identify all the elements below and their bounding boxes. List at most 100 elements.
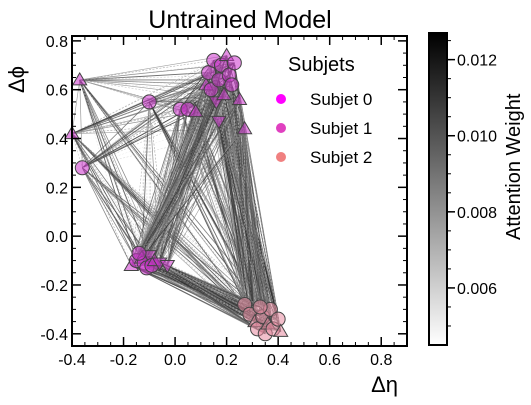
attention-edge [72,133,140,254]
attention-edge [82,167,140,254]
attention-edge [244,128,281,332]
attention-edge [244,128,269,325]
attention-edge [159,84,233,264]
subjet-0-point [211,115,227,130]
attention-edge [149,60,214,103]
y-tick-label: 0.8 [46,34,68,51]
attention-edge [141,121,220,259]
attention-edge [244,128,266,334]
attention-edge [82,89,212,169]
attention-edge [138,109,189,254]
attention-edge [131,265,266,335]
x-axis-label: Δη [371,372,398,397]
y-tick-label: 0.0 [46,229,68,246]
attention-edge [244,128,256,322]
subjet-0-point [236,120,253,135]
attention-edge [143,128,245,264]
attention-edge [79,64,222,81]
colorbar-tick-label: 0.008 [457,205,497,222]
subjet-0-point [226,55,242,71]
attention-edge [141,101,150,259]
attention-edge [79,55,227,81]
attention-edge [141,128,246,259]
data-points [64,47,289,342]
attention-edge [244,128,274,329]
attention-edge [151,265,266,335]
attention-edge [79,79,83,168]
attention-edge [138,128,245,254]
legend-label-subjet-1: Subjet 1 [310,119,372,138]
attention-edge [218,121,269,325]
y-tick-label: 0.2 [46,180,68,197]
attention-edge [72,133,132,266]
attention-edge [138,62,235,254]
attention-edge [244,128,251,315]
legend-marker-subjet-2 [276,152,286,162]
attention-edge [149,101,155,261]
chart-title: Untrained Model [148,6,331,34]
attention-edge [79,79,245,129]
attention-edge [138,109,181,254]
attention-edge [154,121,220,261]
colorbar-label: Attention Weight [503,93,525,240]
y-axis-label: Δϕ [4,66,29,93]
attention-edge [218,62,235,122]
colorbar: 0.006 0.008 0.010 0.012 Attention Weight [428,32,525,346]
attention-edge [130,109,181,266]
y-tick-label: -0.2 [40,278,68,295]
legend-label-subjet-2: Subjet 2 [310,148,372,167]
y-tick-label: -0.4 [40,327,68,344]
attention-edge [136,121,220,261]
x-tick-label: -0.4 [58,352,86,369]
attention-edge [195,111,258,329]
subjet-0-point [71,71,88,86]
attention-edge [72,133,150,256]
attention-edge [82,99,240,169]
attention-edge [167,265,266,335]
attention-edge [79,60,214,81]
colorbar-tick-label: 0.010 [457,129,497,146]
y-tick-label: 0.4 [46,132,68,149]
attention-edge [223,94,256,322]
attention-edge [131,60,214,266]
attention-edge [79,72,209,81]
x-tick-label: -0.2 [110,352,138,369]
x-axis-ticks: -0.4 -0.2 0.0 0.2 0.4 0.6 0.8 [58,36,408,369]
attention-edge [138,101,150,254]
colorbar-ticks: 0.006 0.008 0.010 0.012 [447,40,497,327]
attention-edge [167,265,263,317]
attention-edge [218,121,245,305]
attention-edge [218,79,225,95]
attention-edge [187,109,245,305]
attention-edge [138,121,220,254]
attention-edge [239,99,258,329]
colorbar-tick-label: 0.006 [457,281,497,298]
y-axis-ticks: -0.4 -0.2 0.0 0.2 0.4 0.6 0.8 [40,34,407,344]
attention-edge [146,84,233,269]
attention-edge [223,94,245,305]
x-tick-label: 0.2 [215,352,237,369]
attention-edge [154,99,240,261]
attention-edge [81,167,132,266]
subjet-1-point [159,259,176,274]
x-tick-label: 0.0 [164,352,186,369]
subjet-2-point [270,311,286,327]
attention-edge [72,133,271,310]
y-tick-label: 0.6 [46,83,68,100]
attention-edge [146,99,240,268]
attention-edge [79,74,230,81]
subjet-2-point [252,299,268,315]
subjet-0-point [216,86,232,101]
attention-edge [72,111,196,134]
attention-edge [149,101,153,266]
attention-edge [218,121,271,310]
colorbar-tick-label: 0.012 [457,53,497,70]
legend-title: Subjets [288,54,355,76]
attention-edge [218,121,245,129]
legend: Subjets Subjet 0 Subjet 1 Subjet 2 [276,54,372,167]
subjet-0-point [74,160,90,176]
attention-edge [151,128,245,266]
attention-edge [82,101,150,169]
attention-edge [167,128,245,266]
attention-edge [130,109,189,266]
